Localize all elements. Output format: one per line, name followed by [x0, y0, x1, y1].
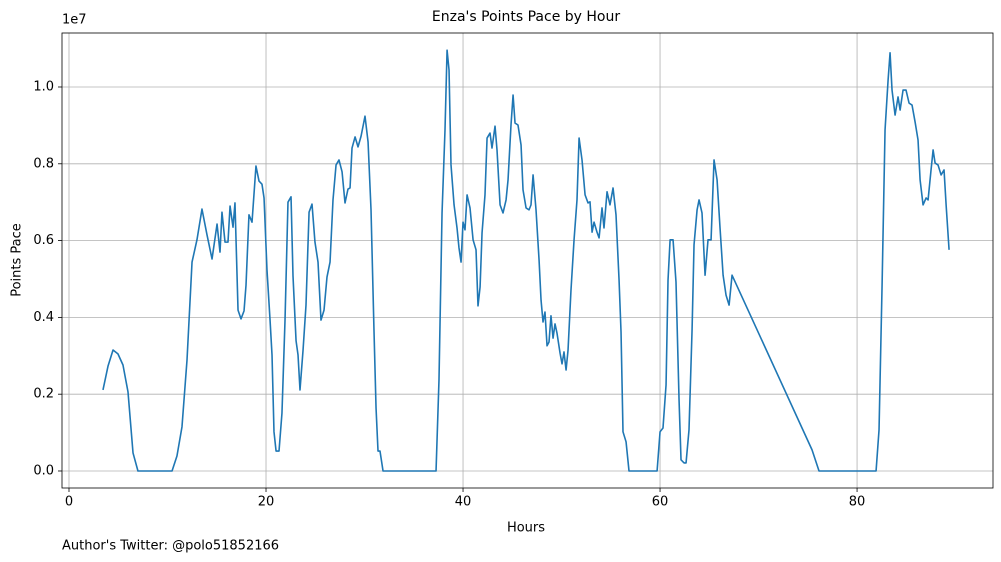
x-tick-label: 60	[652, 495, 669, 510]
x-tick-label: 0	[65, 495, 73, 510]
chart-title: Enza's Points Pace by Hour	[432, 9, 620, 25]
y-tick-label: 0.0	[33, 463, 54, 478]
y-tick-label: 1.0	[33, 79, 54, 94]
y-offset-label: 1e7	[62, 13, 87, 28]
x-axis-label: Hours	[507, 521, 545, 536]
y-axis-label: Points Pace	[10, 223, 25, 297]
x-tick-label: 80	[849, 495, 866, 510]
y-tick-label: 0.8	[33, 156, 54, 171]
x-tick-label: 40	[455, 495, 472, 510]
y-tick-label: 0.6	[33, 233, 54, 248]
plot-area	[62, 33, 993, 488]
data-line	[102, 49, 950, 472]
plot-frame	[61, 32, 994, 489]
x-tick-label: 20	[258, 495, 275, 510]
y-tick-label: 0.2	[33, 387, 54, 402]
footnote: Author's Twitter: @polo51852166	[62, 539, 279, 554]
y-tick-label: 0.4	[33, 310, 54, 325]
